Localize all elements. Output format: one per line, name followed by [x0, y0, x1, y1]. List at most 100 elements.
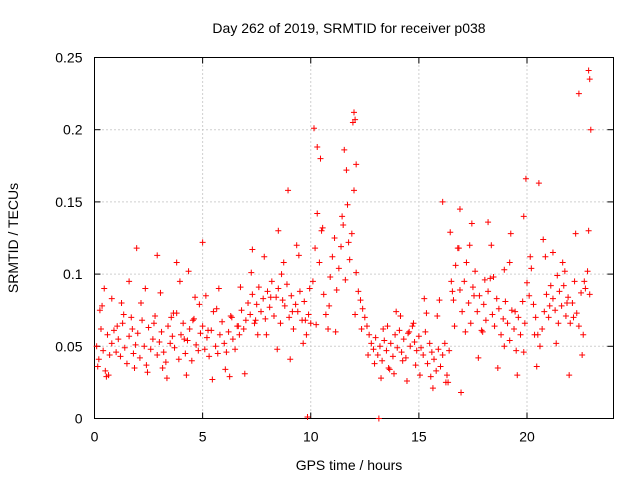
data-point — [433, 367, 440, 374]
data-point — [586, 76, 593, 83]
data-point — [93, 343, 100, 350]
x-tick-label: 0 — [91, 429, 99, 445]
data-point — [585, 67, 592, 74]
data-point — [123, 360, 130, 367]
y-tick-label: 0.15 — [55, 194, 82, 210]
data-point — [528, 265, 535, 272]
data-point — [132, 341, 139, 348]
data-point — [108, 295, 115, 302]
data-point — [152, 312, 159, 319]
data-point — [409, 323, 416, 330]
data-point — [506, 259, 513, 266]
data-point — [163, 375, 170, 382]
data-point — [501, 343, 508, 350]
data-point — [363, 323, 370, 330]
data-point — [391, 370, 398, 377]
data-point — [513, 347, 520, 354]
data-point — [325, 325, 332, 332]
data-point — [114, 323, 121, 330]
data-point — [345, 239, 352, 246]
data-point — [449, 288, 456, 295]
data-point — [448, 278, 455, 285]
data-point — [184, 337, 191, 344]
data-point — [169, 333, 176, 340]
data-point — [437, 363, 444, 370]
data-point — [468, 220, 475, 227]
data-point — [292, 301, 299, 308]
data-point — [358, 325, 365, 332]
data-point — [157, 289, 164, 296]
data-point — [451, 323, 458, 330]
data-point — [264, 288, 271, 295]
data-point — [545, 314, 552, 321]
data-point — [403, 377, 410, 384]
data-point — [385, 364, 392, 371]
data-point — [268, 278, 275, 285]
data-point — [558, 302, 565, 309]
data-point — [447, 229, 454, 236]
data-point — [384, 323, 391, 330]
data-point — [584, 268, 591, 275]
data-point — [317, 155, 324, 162]
data-point — [99, 302, 106, 309]
data-point — [376, 343, 383, 350]
data-point — [436, 297, 443, 304]
data-point — [546, 302, 553, 309]
data-point — [215, 285, 222, 292]
data-point — [348, 230, 355, 237]
data-point — [331, 235, 338, 241]
data-point — [219, 318, 226, 325]
data-point — [566, 372, 573, 379]
data-point — [108, 340, 115, 347]
data-point — [201, 346, 208, 353]
data-point — [275, 285, 282, 292]
data-point — [199, 323, 206, 330]
data-point — [294, 308, 301, 315]
data-point — [520, 213, 527, 220]
data-point — [527, 253, 534, 260]
data-point — [117, 353, 124, 360]
data-point — [209, 376, 216, 383]
y-axis-title: SRMTID / TECUs — [5, 183, 21, 293]
data-point — [555, 320, 562, 327]
data-point — [567, 320, 574, 327]
data-point — [393, 308, 400, 315]
data-point — [379, 357, 386, 364]
data-point — [535, 180, 542, 187]
data-point — [137, 299, 144, 306]
data-point — [343, 167, 350, 174]
data-point — [493, 295, 500, 302]
data-point — [351, 187, 357, 194]
x-axis-title: GPS time / hours — [296, 457, 403, 473]
data-point — [564, 299, 571, 306]
plot-frame — [94, 57, 614, 419]
data-point — [547, 282, 554, 289]
data-point — [463, 259, 470, 266]
data-point — [251, 320, 258, 327]
data-point — [279, 297, 286, 304]
x-tick-label: 10 — [303, 429, 319, 445]
data-point — [392, 331, 399, 338]
data-point — [128, 314, 135, 321]
data-point — [249, 291, 256, 298]
data-point — [416, 372, 423, 379]
data-point — [365, 351, 372, 358]
data-point — [502, 298, 509, 305]
data-point — [258, 308, 265, 315]
data-point — [522, 175, 529, 182]
data-point — [467, 320, 474, 327]
data-point — [277, 320, 284, 327]
data-point — [149, 336, 156, 343]
data-point — [575, 323, 582, 330]
data-point — [353, 161, 360, 168]
data-point — [475, 354, 482, 361]
data-point — [489, 311, 496, 318]
data-point — [439, 198, 446, 205]
data-point — [575, 90, 582, 97]
data-point — [131, 364, 138, 371]
data-point — [115, 336, 122, 343]
data-point — [314, 144, 321, 151]
data-point — [97, 325, 104, 332]
data-point — [443, 372, 450, 379]
data-point — [173, 259, 180, 266]
